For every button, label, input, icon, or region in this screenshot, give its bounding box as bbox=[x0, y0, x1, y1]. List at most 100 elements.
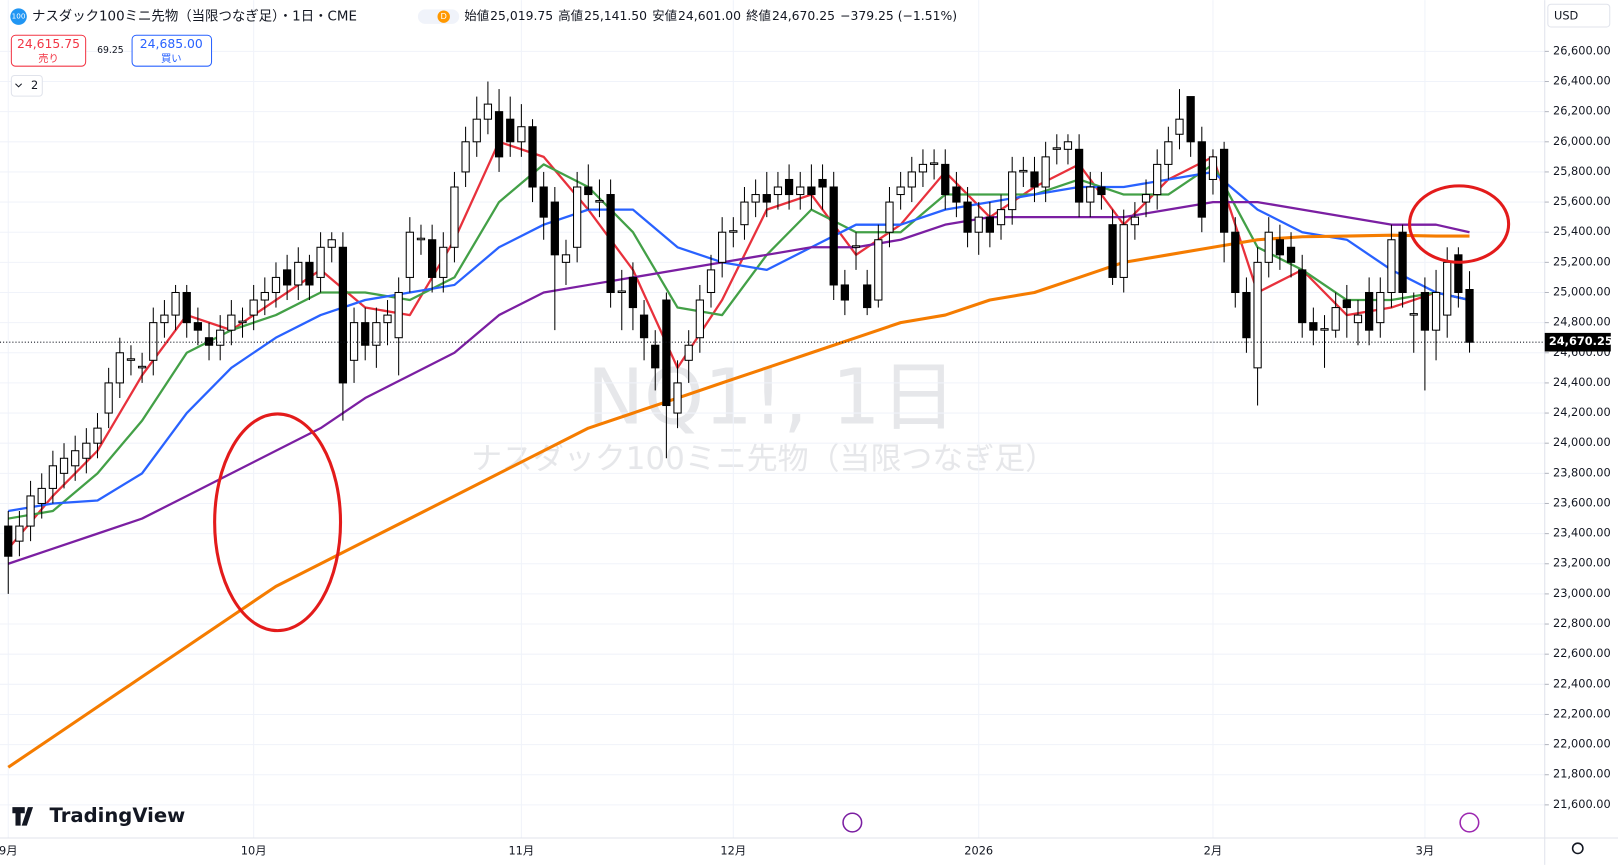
candle-body bbox=[1008, 171, 1017, 211]
candle-body bbox=[1443, 261, 1452, 316]
candle-body bbox=[428, 239, 437, 278]
candle-body bbox=[740, 201, 749, 226]
indicator-toggle[interactable] bbox=[10, 74, 43, 97]
candle-body bbox=[383, 314, 392, 324]
candle-body bbox=[1041, 156, 1050, 188]
plot-area bbox=[0, 0, 1545, 839]
y-tick-label: 21,800.00 bbox=[1553, 767, 1611, 781]
chevron bbox=[15, 83, 23, 88]
candle-body bbox=[639, 314, 649, 339]
y-tick-label: 25,000.00 bbox=[1553, 284, 1611, 298]
status-d-text: D bbox=[441, 11, 447, 21]
candle-body bbox=[929, 162, 939, 165]
candle-body bbox=[706, 269, 716, 294]
event-icon[interactable] bbox=[1459, 812, 1480, 833]
candle-body bbox=[941, 163, 950, 196]
logo: TradingView bbox=[50, 804, 186, 827]
candle-body bbox=[528, 126, 537, 188]
candle-body bbox=[1331, 307, 1340, 331]
y-tick-label: 21,600.00 bbox=[1553, 797, 1611, 811]
currency: USD bbox=[1554, 9, 1579, 23]
candle-body bbox=[1342, 299, 1351, 309]
ohlc-label: 高値 bbox=[558, 8, 583, 23]
candle-body bbox=[1465, 289, 1474, 343]
y-tick-label: 22,400.00 bbox=[1553, 676, 1611, 690]
candle-body bbox=[662, 299, 671, 407]
y-tick-label: 22,800.00 bbox=[1553, 616, 1611, 630]
candle-body bbox=[506, 118, 515, 143]
candle-body bbox=[606, 194, 615, 294]
candle-body bbox=[1063, 141, 1073, 150]
candle-body bbox=[260, 291, 269, 301]
x-tick-label: 9月 bbox=[0, 843, 18, 857]
candle-body bbox=[1320, 328, 1329, 331]
y-tick-label: 23,600.00 bbox=[1553, 495, 1611, 509]
ohlc-label: 始値 bbox=[464, 8, 489, 23]
candle-body bbox=[461, 141, 470, 173]
candle-body bbox=[963, 201, 972, 233]
status-d bbox=[437, 10, 450, 23]
candle-body bbox=[160, 314, 169, 324]
ohlc-legend: 始値 25,019.75 高値 25,141.50 安値 24,601.00 終値 24,67… bbox=[464, 8, 957, 23]
candle-body bbox=[1052, 147, 1061, 150]
y-tick-label: 23,800.00 bbox=[1553, 465, 1611, 479]
candle-body bbox=[15, 525, 24, 542]
y-tick-label: 24,000.00 bbox=[1553, 435, 1611, 449]
candle-body bbox=[1097, 186, 1106, 196]
candle-body bbox=[539, 186, 548, 218]
candle-body bbox=[271, 276, 281, 294]
candle-body bbox=[1376, 291, 1385, 324]
buy-button[interactable] bbox=[131, 34, 213, 67]
y-tick-label: 26,400.00 bbox=[1553, 74, 1611, 88]
event-icon[interactable] bbox=[842, 812, 863, 833]
candle-body bbox=[829, 186, 838, 286]
candle-body bbox=[294, 261, 303, 286]
y-tick-label: 25,200.00 bbox=[1553, 254, 1611, 268]
y-tick-label: 22,000.00 bbox=[1553, 737, 1611, 751]
candle-body bbox=[896, 186, 905, 196]
currency-box[interactable] bbox=[1547, 3, 1611, 28]
candle-body bbox=[651, 344, 660, 369]
y-tick-label: 26,200.00 bbox=[1553, 104, 1611, 118]
y-tick-label: 24,200.00 bbox=[1553, 405, 1611, 419]
candle-body bbox=[104, 382, 113, 414]
candle-body bbox=[316, 246, 325, 278]
candle-body bbox=[1175, 118, 1184, 135]
candle-body bbox=[1119, 224, 1128, 278]
candle-body bbox=[1164, 141, 1173, 165]
candle-body bbox=[985, 216, 994, 233]
moving-average bbox=[7, 200, 1470, 565]
candle-body bbox=[1019, 169, 1028, 173]
candle-body bbox=[182, 291, 191, 324]
symbol-title: ナスダック100ミニ先物（当限つなぎ足）・1日・CME bbox=[32, 9, 357, 25]
candle-body bbox=[1074, 148, 1084, 203]
candle-body bbox=[1141, 194, 1151, 203]
sell-price: 24,615.75 bbox=[17, 37, 80, 51]
sell-button[interactable] bbox=[10, 34, 87, 67]
candle-body bbox=[584, 186, 593, 196]
y-tick-label: 24,800.00 bbox=[1553, 315, 1611, 329]
candle-body bbox=[26, 495, 35, 527]
candle-body bbox=[1197, 141, 1206, 218]
candle-body bbox=[305, 261, 314, 286]
symbol-badge bbox=[10, 8, 27, 25]
candle-body bbox=[483, 103, 493, 120]
last-price-box bbox=[1544, 332, 1611, 352]
ohlc-value: 24,670.25 bbox=[772, 9, 835, 23]
candle-body bbox=[751, 194, 760, 203]
candle-body bbox=[137, 365, 147, 369]
candle-body bbox=[1286, 246, 1296, 263]
y-tick-label: 25,800.00 bbox=[1553, 164, 1611, 178]
settings-icon[interactable] bbox=[1571, 842, 1584, 855]
candle-body bbox=[405, 231, 414, 278]
candle-body bbox=[907, 171, 916, 188]
candle-body bbox=[595, 200, 604, 203]
candle-body bbox=[561, 254, 571, 263]
buy-label: 買い bbox=[161, 53, 182, 65]
candle-body bbox=[48, 465, 58, 489]
candle-body bbox=[762, 194, 771, 203]
candle-body bbox=[394, 291, 403, 339]
x-tick-label: 3月 bbox=[1416, 843, 1435, 857]
